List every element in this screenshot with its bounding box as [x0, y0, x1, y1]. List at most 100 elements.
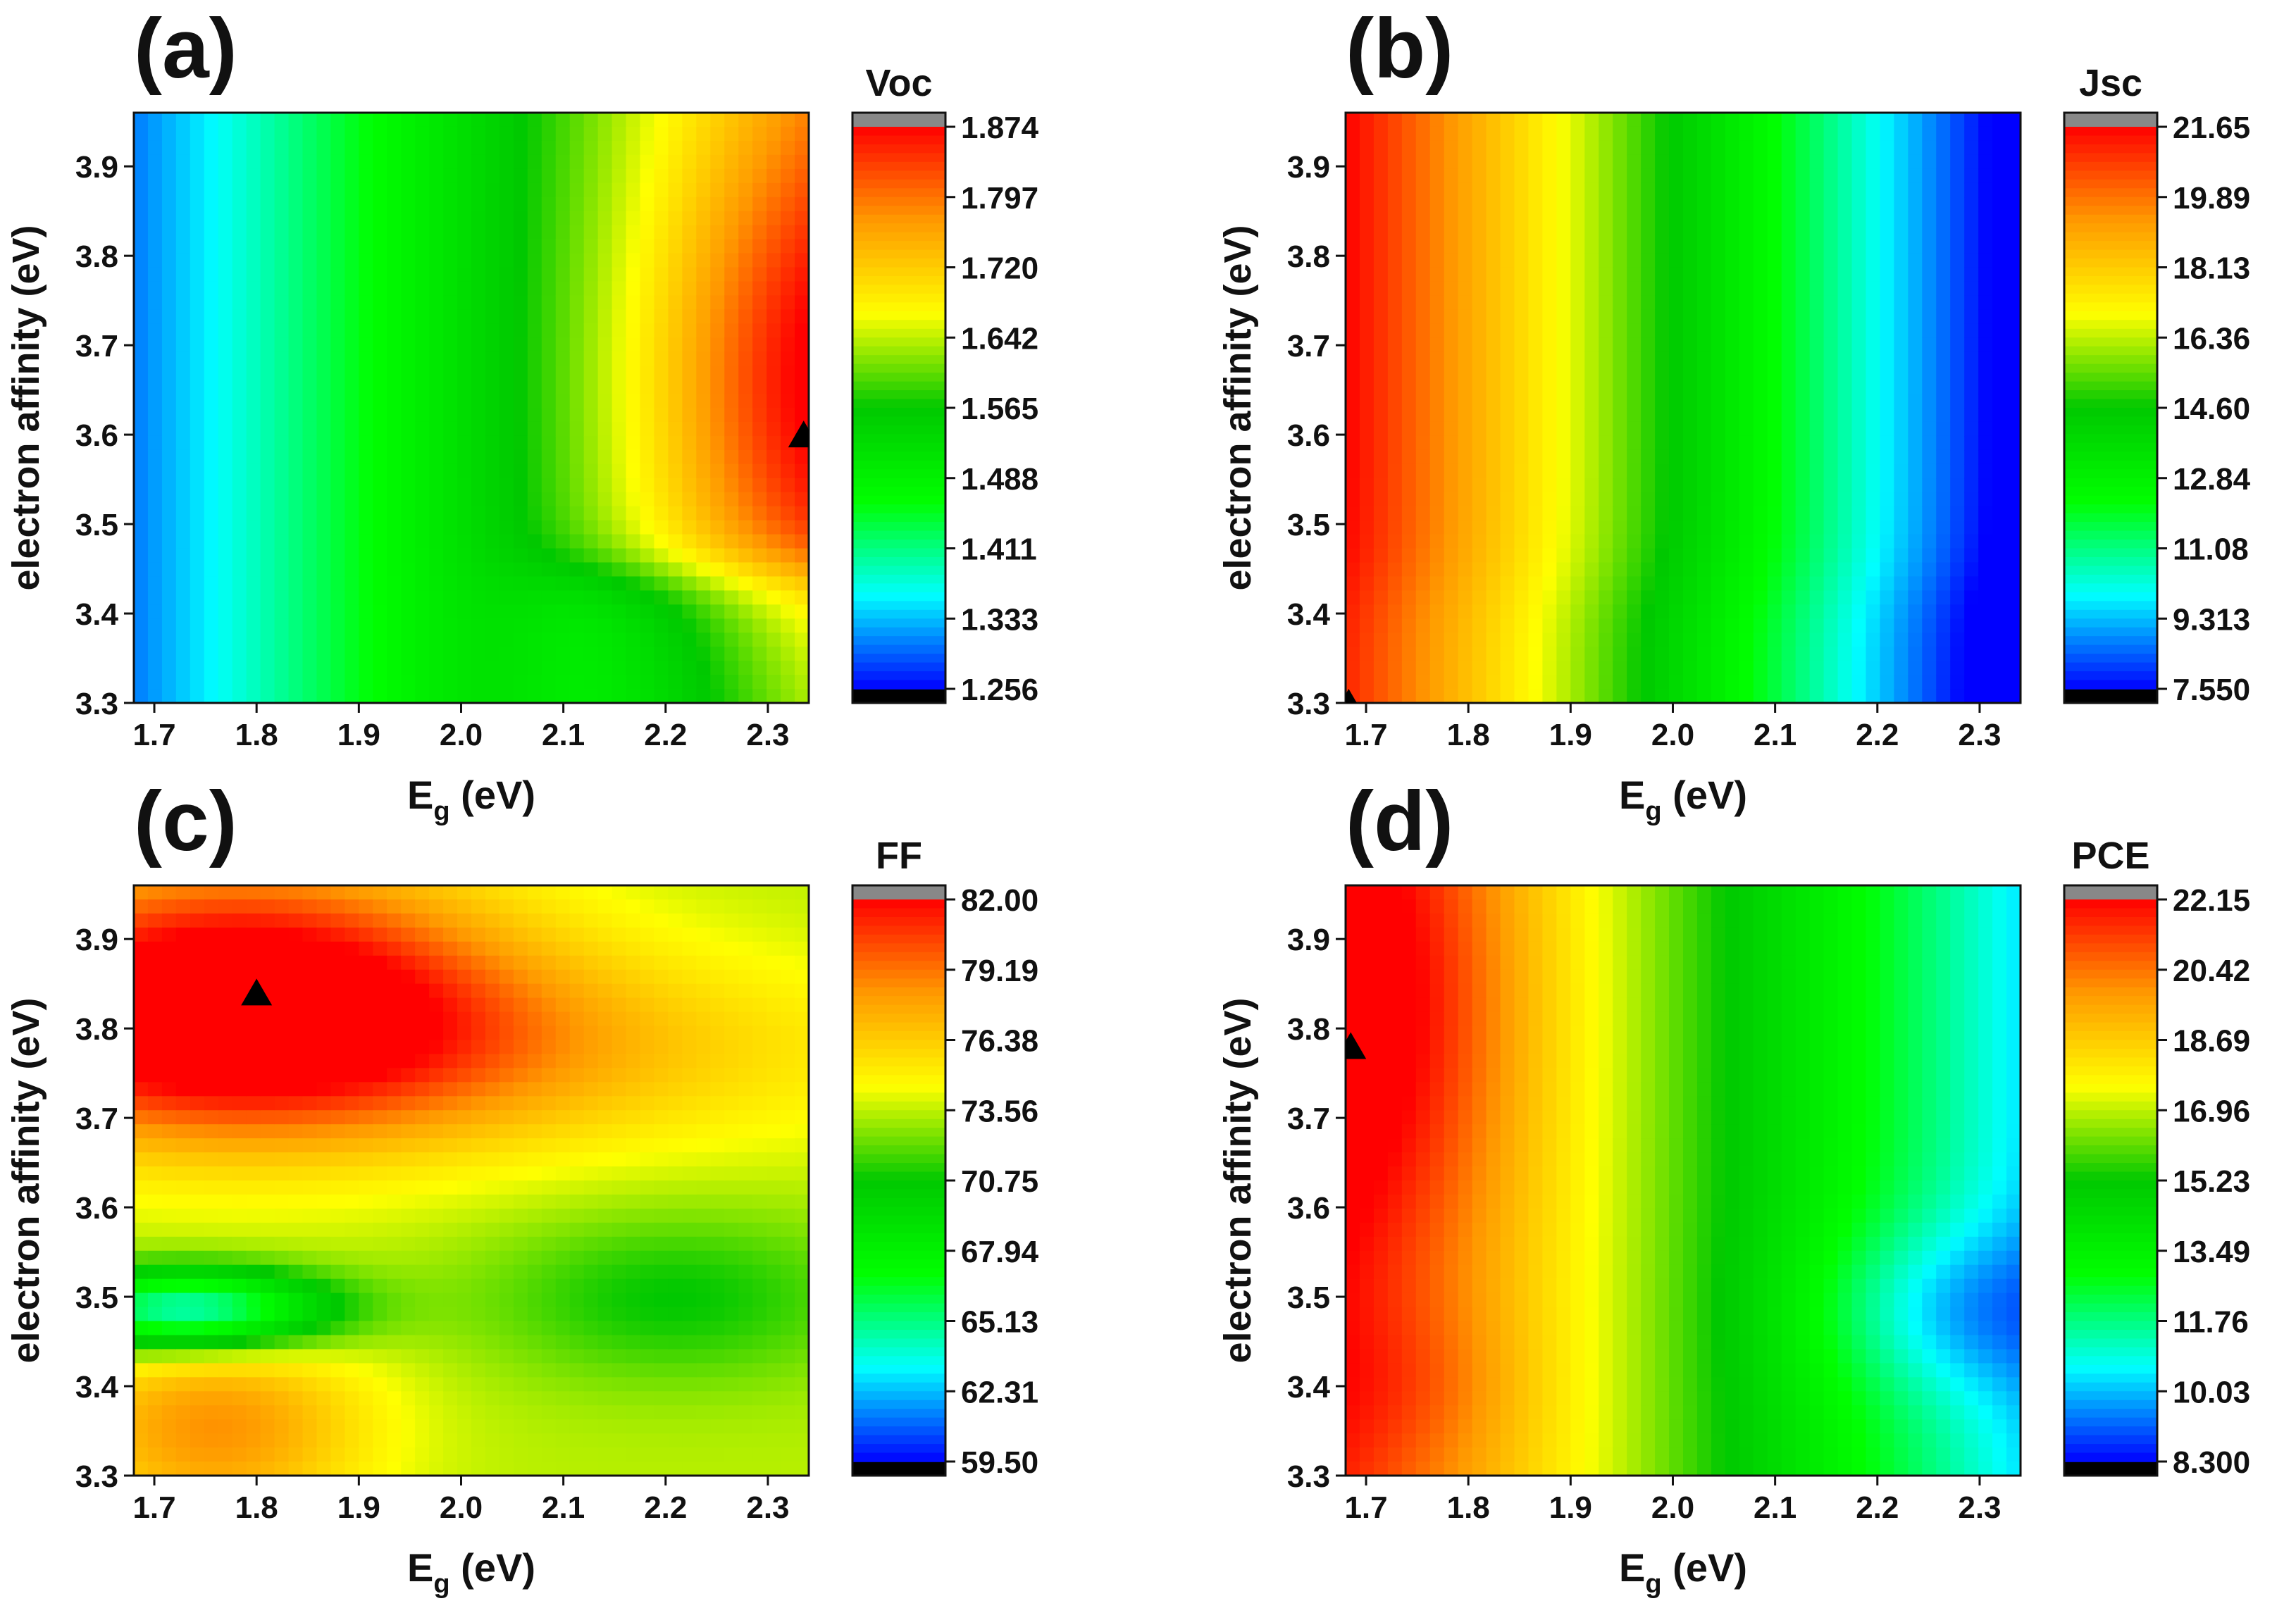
heatmap-cell [176, 1138, 191, 1153]
heatmap-cell [261, 590, 275, 605]
heatmap-cell [570, 576, 585, 591]
heatmap-cell [514, 281, 528, 296]
heatmap-cell [1754, 464, 1768, 479]
heatmap-cell [752, 576, 767, 591]
heatmap-cell [218, 211, 233, 226]
heatmap-cell [134, 492, 149, 507]
heatmap-cell [1655, 239, 1670, 254]
heatmap-cell [1824, 113, 1839, 127]
heatmap-cell [795, 478, 809, 493]
heatmap-cell [1430, 689, 1445, 704]
heatmap-cell [1570, 239, 1585, 254]
heatmap-cell [1599, 618, 1613, 633]
heatmap-cell [1346, 183, 1360, 198]
heatmap-cell [316, 1391, 331, 1406]
heatmap-cell [275, 535, 290, 549]
heatmap-cell [1768, 450, 1782, 465]
heatmap-cell [1754, 408, 1768, 423]
heatmap-cell [1655, 436, 1670, 451]
heatmap-cell [415, 478, 430, 493]
heatmap-cell [1374, 549, 1389, 563]
heatmap-cell [1739, 169, 1754, 184]
heatmap-cell [401, 549, 416, 563]
heatmap-cell [1458, 521, 1473, 535]
heatmap-cell [598, 535, 613, 549]
heatmap-cell [148, 562, 163, 577]
heatmap-cell [1472, 647, 1487, 661]
heatmap-cell [1472, 562, 1487, 577]
heatmap-cell [1880, 535, 1894, 549]
heatmap-cell [232, 281, 247, 296]
heatmap-cell [415, 535, 430, 549]
heatmap-cell [1430, 267, 1445, 282]
heatmap-cell [289, 1054, 304, 1068]
heatmap-cell [330, 323, 345, 338]
heatmap-cell [612, 211, 627, 226]
heatmap-cell [204, 1307, 219, 1322]
heatmap-cell [359, 1405, 373, 1420]
heatmap-cell [1360, 647, 1375, 661]
heatmap-cell [1992, 675, 2007, 690]
heatmap-cell [696, 366, 711, 380]
heatmap-cell [247, 1223, 261, 1238]
heatmap-cell [1613, 535, 1627, 549]
heatmap-cell [1641, 478, 1656, 493]
heatmap-cell [359, 1012, 373, 1027]
heatmap-cell [330, 1223, 345, 1238]
heatmap-cell [738, 464, 753, 479]
heatmap-cell [767, 197, 781, 212]
heatmap-cell [1515, 506, 1529, 521]
heatmap-cell [1754, 675, 1768, 690]
heatmap-cell [176, 1321, 191, 1336]
heatmap-cell [2006, 576, 2021, 591]
x-tick-label: 2.0 [1651, 718, 1694, 752]
heatmap-cell [303, 633, 318, 647]
heatmap-cell [612, 183, 627, 198]
heatmap-cell [373, 169, 387, 184]
heatmap-cell [134, 155, 149, 170]
heatmap-cell [1964, 408, 1979, 423]
heatmap-cell [162, 450, 177, 465]
heatmap-cell [457, 408, 472, 423]
heatmap-cell [1711, 211, 1726, 226]
heatmap-cell [1515, 239, 1529, 254]
heatmap-cell [682, 141, 697, 156]
heatmap-cell [1360, 675, 1375, 690]
heatmap-cell [330, 254, 345, 268]
heatmap-cell [1360, 366, 1375, 380]
heatmap-cell [204, 1180, 219, 1195]
heatmap-cell [345, 366, 359, 380]
colorbar-band [852, 135, 945, 144]
heatmap-cell [1346, 295, 1360, 310]
heatmap-cell [1528, 689, 1543, 704]
heatmap-cell [1416, 562, 1431, 577]
heatmap-cell [696, 169, 711, 184]
heatmap-cell [316, 323, 331, 338]
heatmap-cell [289, 1110, 304, 1125]
heatmap-cell [1754, 394, 1768, 409]
heatmap-cell [1346, 521, 1360, 535]
heatmap-cell [724, 183, 739, 198]
heatmap-cell [696, 380, 711, 394]
heatmap-cell [190, 239, 205, 254]
heatmap-cell [1388, 535, 1403, 549]
heatmap-cell [640, 141, 655, 156]
heatmap-cell [584, 394, 599, 409]
heatmap-cell [1641, 254, 1656, 268]
heatmap-cell [598, 309, 613, 324]
heatmap-cell [457, 661, 472, 675]
heatmap-cell [1711, 661, 1726, 675]
heatmap-cell [247, 380, 261, 394]
heatmap-cell [1374, 576, 1389, 591]
heatmap-cell [2006, 661, 2021, 675]
heatmap-cell [1739, 422, 1754, 437]
heatmap-cell [1880, 478, 1894, 493]
heatmap-cell [1416, 323, 1431, 338]
heatmap-cell [401, 647, 416, 661]
heatmap-cell [218, 1068, 233, 1083]
heatmap-cell [1950, 535, 1965, 549]
heatmap-cell [1641, 127, 1656, 142]
heatmap-cell [162, 1166, 177, 1181]
heatmap-cell [1669, 535, 1684, 549]
heatmap-cell [1346, 141, 1360, 156]
